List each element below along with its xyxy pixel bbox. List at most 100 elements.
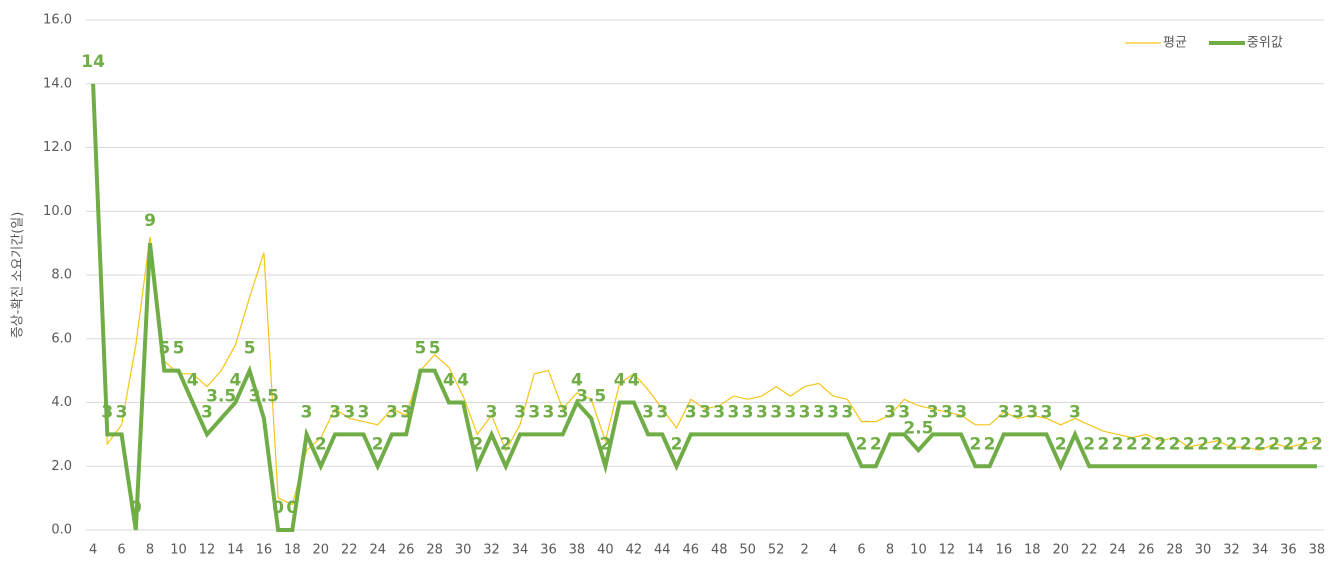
data-label: 3 [699, 402, 711, 422]
data-label: 14 [81, 52, 105, 72]
series-line [91, 83, 1317, 532]
data-label: 4 [229, 371, 241, 391]
data-label: 2 [1297, 434, 1309, 454]
data-label: 3 [1026, 402, 1038, 422]
data-label: 3 [799, 402, 811, 422]
data-label: 2 [1183, 434, 1195, 454]
data-label: 5 [158, 339, 170, 359]
y-axis-title: 증상-확진 소요기간(일) [11, 212, 26, 339]
x-tick-label: 36 [540, 543, 557, 558]
data-label: 5 [429, 339, 441, 359]
data-label: 3.5 [576, 386, 606, 406]
x-tick-label: 12 [199, 543, 216, 558]
data-label: 3 [742, 402, 754, 422]
data-label: 3 [813, 402, 825, 422]
x-tick-label: 20 [1052, 543, 1069, 558]
y-tick-label: 10.0 [43, 204, 72, 219]
x-tick-label: 4 [89, 543, 97, 558]
data-label: 3 [841, 402, 853, 422]
data-label: 3 [101, 402, 113, 422]
data-label: 3 [116, 402, 128, 422]
x-tick-label: 22 [1081, 543, 1098, 558]
x-tick-label: 6 [117, 543, 125, 558]
data-label: 4 [614, 371, 626, 391]
data-label: 2 [599, 434, 611, 454]
data-label: 2 [315, 434, 327, 454]
data-label: 3 [343, 402, 355, 422]
data-label: 3 [514, 402, 526, 422]
legend-label: 중위값 [1247, 36, 1283, 51]
data-label: 2 [372, 434, 384, 454]
x-tick-label: 28 [1166, 543, 1183, 558]
data-label: 3 [642, 402, 654, 422]
data-label: 2 [1226, 434, 1238, 454]
x-tick-label: 48 [711, 543, 728, 558]
data-label: 4 [443, 371, 455, 391]
x-tick-label: 38 [569, 543, 586, 558]
x-tick-label: 18 [1024, 543, 1041, 558]
data-label: 3 [1041, 402, 1053, 422]
data-label: 2 [1311, 434, 1323, 454]
data-label: 3 [728, 402, 740, 422]
data-label: 0 [286, 498, 298, 518]
x-tick-label: 24 [369, 543, 386, 558]
data-label: 5 [173, 339, 185, 359]
data-label: 2 [984, 434, 996, 454]
y-tick-label: 8.0 [51, 268, 72, 283]
data-label: 3 [400, 402, 412, 422]
data-label: 3 [528, 402, 540, 422]
x-tick-label: 28 [426, 543, 443, 558]
data-label: 3 [784, 402, 796, 422]
x-tick-label: 26 [398, 543, 415, 558]
x-tick-label: 52 [768, 543, 785, 558]
x-tick-label: 8 [146, 543, 154, 558]
data-label: 0 [130, 498, 142, 518]
x-tick-label: 10 [910, 543, 927, 558]
data-label: 3.5 [206, 386, 236, 406]
data-label: 2 [1169, 434, 1181, 454]
data-label: 3 [898, 402, 910, 422]
data-label: 3 [329, 402, 341, 422]
legend-label: 평균 [1163, 36, 1187, 51]
data-label: 2 [870, 434, 882, 454]
data-label: 3 [386, 402, 398, 422]
data-label: 3.5 [249, 386, 279, 406]
y-tick-label: 16.0 [43, 13, 72, 28]
data-label: 2 [671, 434, 683, 454]
data-label: 2 [1240, 434, 1252, 454]
data-label: 2 [1098, 434, 1110, 454]
data-label: 2 [500, 434, 512, 454]
data-label: 2 [969, 434, 981, 454]
data-label: 2 [1254, 434, 1266, 454]
data-label: 3 [486, 402, 498, 422]
data-label: 0 [272, 498, 284, 518]
x-tick-label: 34 [1252, 543, 1269, 558]
data-label: 3 [1012, 402, 1024, 422]
data-label: 3 [884, 402, 896, 422]
y-tick-label: 4.0 [51, 395, 72, 410]
data-label: 3 [955, 402, 967, 422]
data-label: 3 [827, 402, 839, 422]
data-label: 3 [557, 402, 569, 422]
data-label: 3 [543, 402, 555, 422]
x-tick-label: 6 [857, 543, 865, 558]
x-tick-label: 16 [256, 543, 273, 558]
x-tick-label: 24 [1109, 543, 1126, 558]
data-label: 2 [1055, 434, 1067, 454]
x-tick-label: 4 [829, 543, 837, 558]
x-tick-label: 14 [967, 543, 984, 558]
y-tick-label: 14.0 [43, 76, 72, 91]
x-tick-label: 32 [483, 543, 500, 558]
x-tick-label: 14 [227, 543, 244, 558]
data-label: 2 [1154, 434, 1166, 454]
data-label: 3 [358, 402, 370, 422]
x-tick-label: 36 [1280, 543, 1297, 558]
x-tick-label: 12 [939, 543, 956, 558]
data-label: 3 [927, 402, 939, 422]
data-label: 3 [301, 402, 313, 422]
x-tick-label: 18 [284, 543, 301, 558]
data-label: 2 [1140, 434, 1152, 454]
data-label: 2 [1211, 434, 1223, 454]
data-label: 4 [628, 371, 640, 391]
